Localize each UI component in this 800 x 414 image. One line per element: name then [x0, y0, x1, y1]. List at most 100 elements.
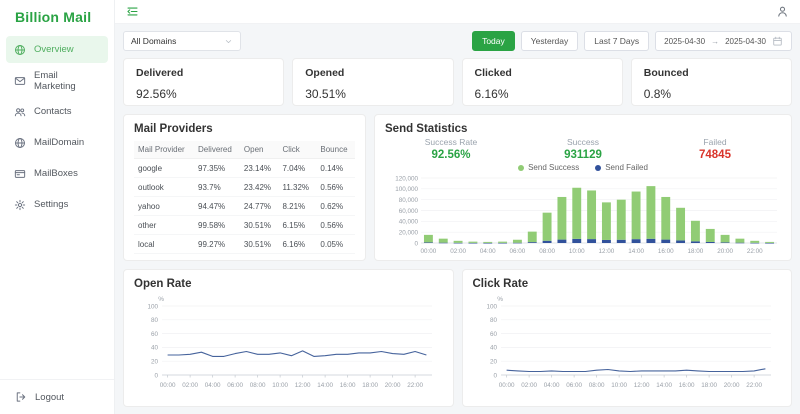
table-cell: 93.7% — [194, 177, 240, 197]
table-cell: outlook — [134, 177, 195, 197]
table-cell: 30.51% — [239, 215, 279, 235]
svg-text:22:00: 22:00 — [747, 248, 763, 255]
svg-text:80: 80 — [489, 317, 497, 324]
svg-text:18:00: 18:00 — [362, 382, 378, 389]
table-cell: 24.77% — [239, 196, 279, 216]
svg-text:20,000: 20,000 — [399, 229, 419, 236]
date-range-picker[interactable]: 2025-04-30 → 2025-04-30 — [655, 31, 792, 51]
mail-providers-table: Mail Provider Delivered Open Click Bounce go… — [134, 141, 355, 254]
svg-text:0: 0 — [414, 240, 418, 247]
mail-providers-title: Mail Providers — [134, 123, 213, 135]
range-button-today[interactable]: Today — [472, 31, 515, 51]
svg-text:08:00: 08:00 — [539, 248, 555, 255]
table-header-delivered: Delivered — [194, 141, 240, 159]
table-row: other 99.58% 30.51% 6.15% 0.56% — [134, 215, 355, 235]
click-rate-title: Click Rate — [472, 278, 529, 290]
mailbox-icon — [14, 168, 26, 180]
open-rate-title: Open Rate — [134, 278, 192, 290]
sidebar-item-label: MailDomain — [34, 137, 85, 148]
svg-text:14:00: 14:00 — [317, 382, 333, 389]
svg-text:80: 80 — [151, 317, 159, 324]
sidebar-item-contacts[interactable]: Contacts — [6, 98, 108, 125]
date-from: 2025-04-30 — [664, 36, 706, 46]
svg-text:04:00: 04:00 — [543, 382, 559, 389]
mail-providers-panel: Mail Providers Mail Provider Delivered Ope… — [123, 114, 366, 261]
metric-success: Success 931129 — [517, 137, 649, 161]
overview-icon — [14, 44, 26, 56]
legend-dot — [595, 164, 602, 171]
domain-select[interactable]: All Domains — [123, 31, 241, 51]
range-group: Today Yesterday Last 7 Days 2025-04-30 → 2… — [472, 31, 792, 51]
main-area: All Domains Today Yesterday Last 7 Days 20… — [115, 0, 800, 414]
svg-text:60: 60 — [151, 331, 159, 338]
send-statistics-title: Send Statistics — [385, 123, 468, 135]
table-cell: 30.51% — [239, 234, 279, 254]
svg-text:20:00: 20:00 — [385, 382, 401, 389]
table-cell: other — [134, 215, 195, 235]
collapse-sidebar-icon[interactable] — [126, 5, 139, 18]
sidebar: Billion Mail Overview Email Marketing Cont… — [0, 0, 115, 414]
table-cell: 6.16% — [278, 234, 317, 254]
calendar-icon — [772, 36, 783, 47]
table-cell: 99.27% — [194, 234, 240, 254]
svg-text:20: 20 — [151, 359, 159, 366]
svg-text:%: % — [158, 296, 164, 303]
svg-text:06:00: 06:00 — [227, 382, 243, 389]
metric-value: 931129 — [564, 149, 602, 161]
svg-text:00:00: 00:00 — [421, 248, 437, 255]
svg-text:120,000: 120,000 — [395, 175, 418, 182]
legend-item-send-failed[interactable]: Send Failed — [595, 163, 648, 172]
svg-text:06:00: 06:00 — [510, 248, 526, 255]
logout-label: Logout — [35, 391, 65, 403]
date-to: 2025-04-30 — [725, 36, 766, 46]
metric-label: Success — [566, 137, 600, 147]
svg-text:12:00: 12:00 — [599, 248, 615, 255]
table-header-mail-provider: Mail Provider — [134, 141, 195, 159]
sidebar-item-maildomain[interactable]: MailDomain — [6, 129, 108, 156]
legend-item-send-success[interactable]: Send Success — [518, 163, 579, 172]
svg-text:00:00: 00:00 — [160, 382, 176, 389]
table-row: outlook 93.7% 23.42% 11.32% 0.56% — [134, 177, 355, 197]
table-cell: 99.58% — [194, 215, 240, 235]
table-cell: 0.56% — [316, 215, 355, 235]
svg-text:16:00: 16:00 — [658, 248, 674, 255]
metric-failed: Failed 74845 — [649, 137, 781, 161]
table-cell: yahoo — [134, 196, 195, 216]
svg-text:40: 40 — [151, 345, 159, 352]
logout-button[interactable]: Logout — [0, 379, 114, 414]
table-cell: 23.42% — [239, 177, 279, 197]
table-cell: 0.05% — [316, 234, 355, 254]
table-row: yahoo 94.47% 24.77% 8.21% 0.62% — [134, 196, 355, 216]
sidebar-item-label: Email Marketing — [34, 69, 76, 92]
svg-text:16:00: 16:00 — [340, 382, 356, 389]
table-cell: 94.47% — [194, 196, 240, 216]
open-rate-chart: % 0 20 40 60 80 100 00:00 02:00 04:00 06:00 08:00 10… — [134, 293, 443, 390]
svg-text:100,000: 100,000 — [395, 186, 418, 193]
metric-label: Failed — [703, 137, 727, 147]
svg-text:08:00: 08:00 — [588, 382, 604, 389]
svg-text:02:00: 02:00 — [450, 248, 466, 255]
user-icon[interactable] — [776, 5, 789, 18]
legend-label: Send Success — [528, 163, 580, 172]
svg-text:06:00: 06:00 — [566, 382, 582, 389]
table-cell: 11.32% — [278, 177, 317, 197]
sidebar-item-mailboxes[interactable]: MailBoxes — [6, 160, 108, 187]
sidebar-item-overview[interactable]: Overview — [6, 36, 108, 63]
click-rate-chart: % 0 20 40 60 80 100 00:00 02:00 04:00 06:00 08:00 10… — [473, 293, 782, 390]
svg-text:100: 100 — [147, 303, 158, 310]
send-statistics-metrics: Success Rate 92.56% Success 931129 Failed 748… — [385, 137, 781, 161]
stat-cards-row: Delivered 92.56% Opened 30.51% Clicked 6.16% B… — [123, 58, 792, 106]
svg-text:10:00: 10:00 — [611, 382, 627, 389]
sidebar-item-label: Overview — [34, 44, 74, 55]
svg-text:22:00: 22:00 — [407, 382, 423, 389]
svg-text:00:00: 00:00 — [498, 382, 514, 389]
sidebar-item-email-marketing[interactable]: Email Marketing — [6, 67, 108, 94]
table-cell: 0.14% — [316, 158, 355, 178]
svg-text:22:00: 22:00 — [746, 382, 762, 389]
range-button-last-7-days[interactable]: Last 7 Days — [584, 31, 650, 51]
sidebar-item-settings[interactable]: Settings — [6, 191, 108, 218]
range-button-yesterday[interactable]: Yesterday — [520, 31, 579, 51]
metric-label: Success Rate — [424, 137, 478, 147]
domain-select-value: All Domains — [131, 36, 177, 46]
svg-text:10:00: 10:00 — [272, 382, 288, 389]
